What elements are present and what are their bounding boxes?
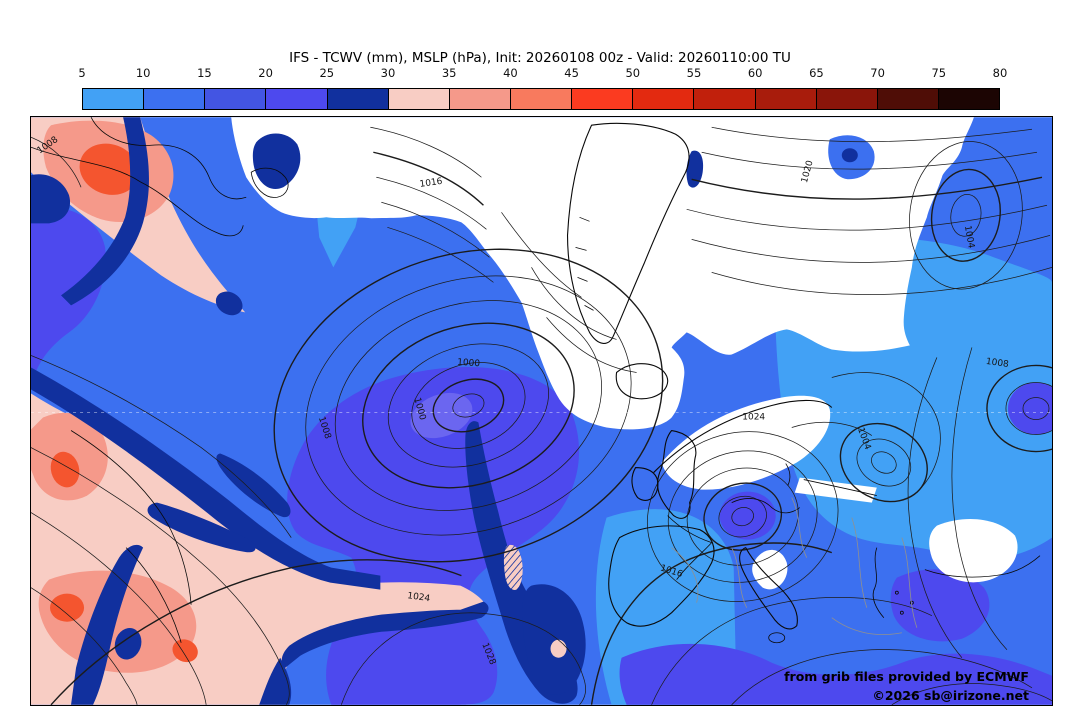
page-title: IFS - TCWV (mm), MSLP (hPa), Init: 20260… (289, 50, 791, 66)
isobar-label: 1024 (407, 591, 431, 604)
colorbar-cell (388, 89, 450, 109)
colorbar-tick: 25 (319, 66, 335, 80)
colorbar-tick: 70 (870, 66, 885, 80)
colorbar-tick: 30 (380, 66, 396, 80)
colorbar-tick-labels: 5 10 15 20 25 30 35 40 45 50 55 60 65 70 75 80 (78, 66, 1007, 82)
colorbar-tick: 75 (931, 66, 947, 80)
colorbar-cell (816, 89, 878, 109)
coastlines (31, 117, 1041, 644)
colorbar-cell (938, 89, 1000, 109)
colorbar-tick: 50 (625, 66, 641, 80)
colorbar-tick: 65 (809, 66, 824, 80)
isobar-label: 1016 (419, 177, 443, 190)
pink-hole (550, 639, 567, 658)
colorbar-tick: 10 (135, 66, 151, 80)
colorbar (82, 88, 1000, 110)
isobar-label: 1000 (457, 358, 481, 370)
colorbar-tick: 40 (503, 66, 518, 80)
dense-moisture-regions (31, 207, 1052, 705)
colorbar-cell (694, 89, 756, 109)
colorbar-tick: 80 (992, 66, 1008, 80)
colorbar-tick: 15 (197, 66, 212, 80)
political-borders (31, 412, 1052, 635)
salmon-core-regions (31, 120, 198, 673)
colorbar-cell (327, 89, 389, 109)
colorbar-cell (205, 89, 267, 109)
colorbar-tick: 45 (564, 66, 579, 80)
colorbar-cell (266, 89, 328, 109)
colorbar-cell (144, 89, 206, 109)
colorbar-cell (877, 89, 939, 109)
colorbar-cell (83, 89, 145, 109)
colorbar-tick: 55 (686, 66, 702, 80)
isobar-label: 1024 (742, 413, 765, 423)
colorbar-cell (633, 89, 695, 109)
weather-map: 1016 1000 1000 1008 1008 1024 1004 1004 1008 1016… (30, 116, 1053, 706)
colorbar-cell (755, 89, 817, 109)
attribution-source: from grib files provided by ECMWF (784, 669, 1029, 684)
weather-map-canvas: 1016100010001008100810241004100410081016… (31, 117, 1052, 705)
colorbar-tick: 5 (78, 66, 86, 80)
colorbar-cell (572, 89, 634, 109)
isobar-label: 1008 (985, 357, 1009, 370)
hatched-dry-sliver (503, 544, 523, 590)
colorbar-tick: 20 (258, 66, 273, 80)
colorbar-tick: 60 (747, 66, 763, 80)
colorbar-cell (510, 89, 573, 109)
colorbar-tick: 35 (441, 66, 457, 80)
attribution-copyright: ©2026 sb@irizone.net (872, 688, 1029, 703)
isobar-label: 1004 (962, 225, 976, 250)
colorbar-cell (449, 89, 511, 109)
